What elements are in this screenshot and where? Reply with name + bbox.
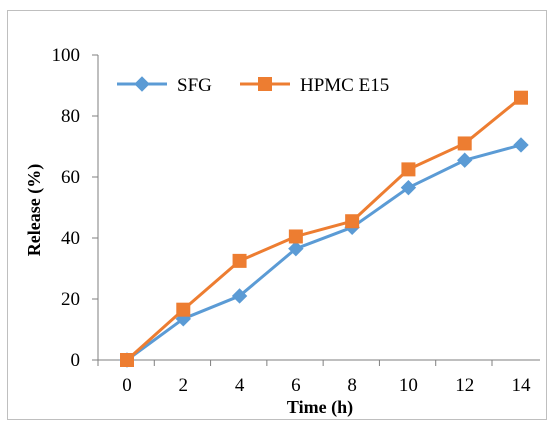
data-point [401, 162, 416, 177]
series-layer [119, 90, 529, 368]
y-tick-label: 20 [61, 289, 80, 310]
y-tick-label: 100 [52, 45, 81, 66]
y-tick-label: 0 [71, 350, 81, 371]
chart-frame [7, 10, 547, 420]
legend-marker [134, 76, 150, 92]
data-point [288, 229, 303, 244]
legend-label: SFG [177, 75, 212, 96]
x-tick-labels: 0 2 4 6 8 10 12 14 [97, 360, 532, 396]
legend-item: SFG [117, 75, 212, 96]
data-point [400, 179, 417, 196]
x-axis-title: Time (h) [287, 397, 353, 418]
y-tick-labels: 0 20 40 60 80 100 [52, 45, 98, 371]
data-point [457, 136, 472, 151]
data-point [231, 288, 248, 304]
y-axis-title: Release (%) [24, 164, 45, 256]
data-point [120, 353, 134, 367]
data-point [345, 214, 360, 229]
series-hpmc-e15 [120, 90, 528, 367]
x-tick-label: 2 [179, 375, 189, 396]
x-tick-label: 8 [347, 375, 357, 396]
x-tick-label: 12 [455, 375, 474, 396]
series-sfg [119, 137, 529, 368]
x-tick-label: 4 [235, 375, 245, 396]
y-tick-label: 80 [61, 106, 80, 127]
x-tick-label: 0 [122, 375, 132, 396]
legend-label: HPMC E15 [300, 75, 389, 96]
series-line [126, 96, 522, 362]
series-line [126, 143, 522, 362]
data-point [457, 152, 473, 168]
data-point [513, 137, 529, 153]
y-tick-label: 60 [61, 167, 80, 188]
x-tick-label: 14 [512, 375, 532, 396]
x-tick-label: 6 [291, 375, 301, 396]
data-point [514, 90, 528, 105]
y-tick-label: 40 [61, 228, 80, 249]
data-point [232, 253, 247, 268]
data-point [288, 240, 304, 257]
legend: SFG HPMC E15 [117, 75, 389, 96]
data-point [176, 302, 191, 317]
legend-item: HPMC E15 [240, 75, 389, 96]
x-tick-label: 10 [399, 375, 418, 396]
legend-marker [258, 77, 272, 91]
